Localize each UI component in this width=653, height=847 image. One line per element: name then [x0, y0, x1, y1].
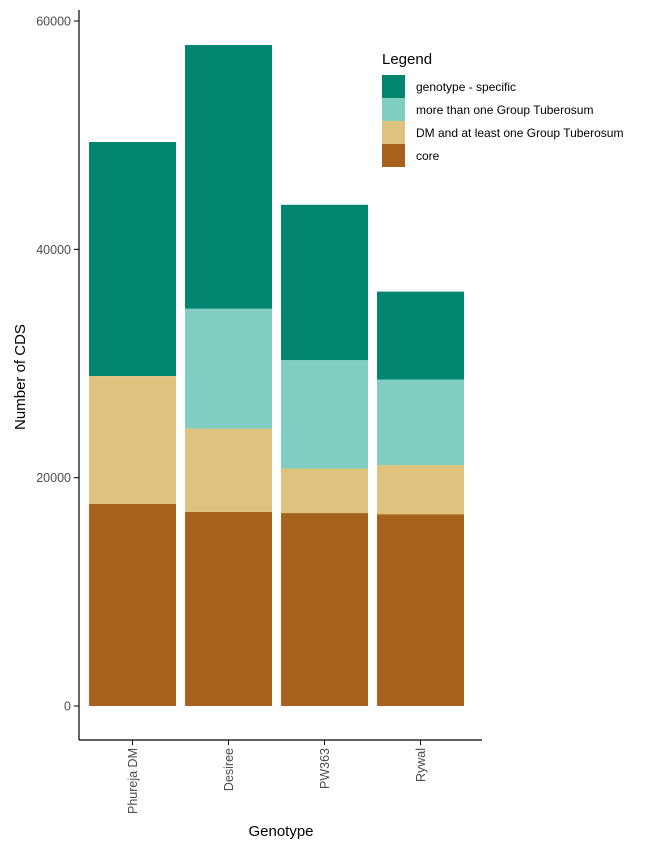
legend-label-dm-and-at-least-one-group-tuberosum: DM and at least one Group Tuberosum [416, 126, 623, 140]
legend-label-core: core [416, 149, 440, 163]
bar-segment-phureja-dm-core [89, 503, 176, 706]
legend-label-genotype-specific: genotype - specific [416, 80, 516, 94]
bar-segment-rywal-genotype-specific [377, 291, 464, 380]
legend-title: Legend [382, 51, 432, 68]
x-tick-label-desiree: Desiree [222, 748, 236, 791]
bars-layer [89, 45, 464, 706]
bar-segment-pw363-core [281, 513, 368, 706]
bar-segment-pw363-more-than-one-group-tuberosum [281, 360, 368, 469]
y-axis-ticks: 0 20000 40000 60000 [36, 15, 79, 714]
bar-segment-desiree-core [185, 511, 272, 706]
y-axis-title: Number of CDS [12, 324, 29, 430]
bar-segment-rywal-dm-and-at-least-one-group-tuberosum [377, 465, 464, 515]
legend-swatch-dm-and-at-least-one-group-tuberosum [382, 121, 405, 144]
legend-swatch-core [382, 144, 405, 167]
bar-segment-phureja-dm-genotype-specific [89, 142, 176, 376]
legend-swatch-more-than-one-group-tuberosum [382, 98, 405, 121]
bar-segment-desiree-dm-and-at-least-one-group-tuberosum [185, 428, 272, 512]
bar-segment-pw363-dm-and-at-least-one-group-tuberosum [281, 468, 368, 513]
y-tick-label: 0 [64, 700, 71, 714]
bar-segment-rywal-more-than-one-group-tuberosum [377, 379, 464, 466]
y-tick-label: 40000 [36, 243, 71, 257]
bar-segment-desiree-more-than-one-group-tuberosum [185, 308, 272, 429]
x-axis-title: Genotype [248, 823, 313, 840]
legend-label-more-than-one-group-tuberosum: more than one Group Tuberosum [416, 103, 593, 117]
y-tick-label: 20000 [36, 471, 71, 485]
legend: Legend genotype - specific more than one … [382, 51, 623, 167]
bar-segment-desiree-genotype-specific [185, 45, 272, 309]
legend-swatch-genotype-specific [382, 75, 405, 98]
y-tick-label: 60000 [36, 15, 71, 29]
bar-segment-phureja-dm-dm-and-at-least-one-group-tuberosum [89, 376, 176, 504]
bar-segment-rywal-core [377, 514, 464, 706]
x-tick-label-phureja-dm: Phureja DM [126, 748, 140, 814]
x-axis-ticks: Phureja DM Desiree PW363 Rywal [126, 740, 428, 814]
bar-segment-pw363-genotype-specific [281, 204, 368, 361]
legend-items: genotype - specific more than one Group T… [382, 75, 623, 167]
x-tick-label-rywal: Rywal [414, 748, 428, 782]
x-tick-label-pw363: PW363 [318, 748, 332, 789]
